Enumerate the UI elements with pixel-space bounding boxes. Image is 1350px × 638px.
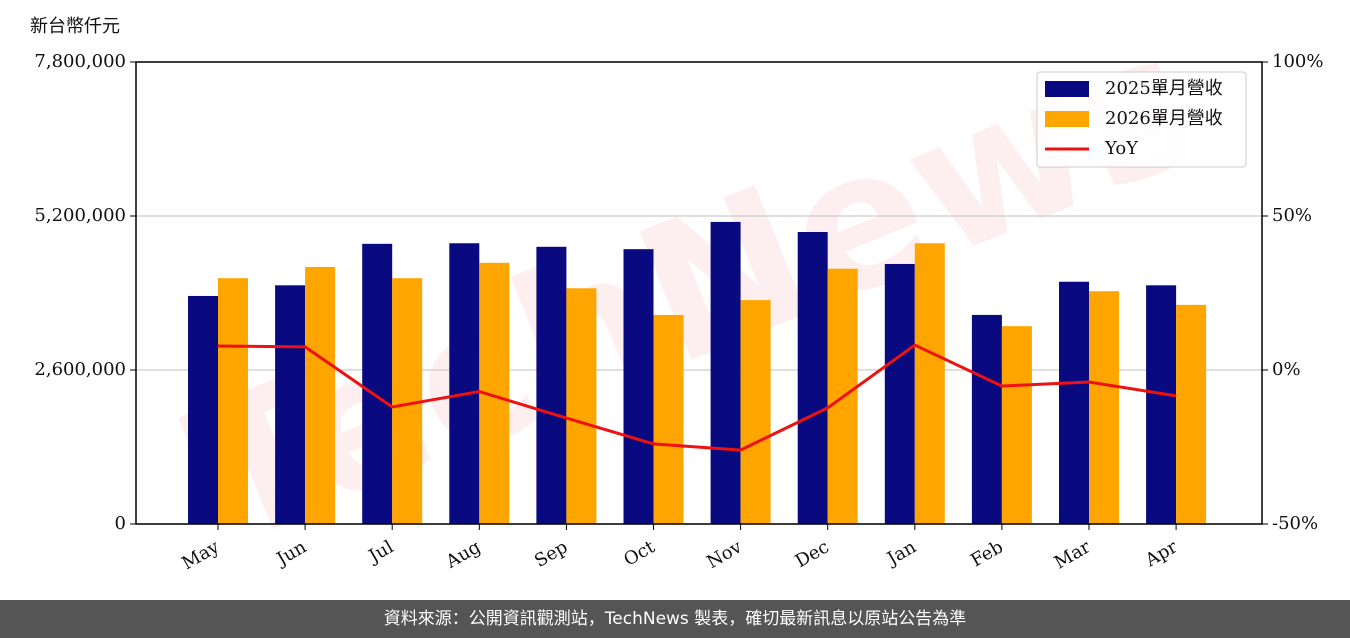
- plot-frame: [135, 61, 1263, 525]
- y2-tick-label: 0%: [1272, 359, 1301, 380]
- bar: [1001, 326, 1032, 524]
- bar: [797, 231, 828, 524]
- footer-bar: [0, 600, 1350, 638]
- bar: [305, 266, 336, 524]
- y2-tick-label: -50%: [1272, 513, 1318, 534]
- bar: [218, 278, 248, 524]
- y-tick-label: 7,800,000: [34, 51, 126, 72]
- x-tick-label: Jan: [882, 536, 920, 570]
- legend-label: 2025單月營收: [1105, 78, 1223, 99]
- legend-swatch: [1045, 111, 1089, 127]
- x-tick-label: May: [178, 536, 223, 574]
- legend-label: 2026單月營收: [1105, 108, 1223, 129]
- bar: [449, 243, 480, 524]
- bar: [1176, 304, 1207, 524]
- y-tick-label: 5,200,000: [34, 205, 126, 226]
- bar: [536, 246, 567, 525]
- bar: [914, 243, 945, 524]
- bar: [971, 314, 1002, 524]
- bar: [884, 263, 915, 524]
- x-tick-label: Oct: [620, 536, 659, 571]
- x-tick-label: Mar: [1051, 536, 1095, 573]
- legend-box: [1036, 71, 1247, 168]
- line: [217, 343, 1177, 452]
- x-tick-label: Jul: [364, 536, 398, 568]
- bar: [740, 300, 771, 524]
- legend-swatch: [1045, 81, 1089, 97]
- bar: [653, 314, 684, 524]
- bar: [566, 288, 597, 524]
- bar: [275, 285, 306, 524]
- x-tick-label: Apr: [1141, 536, 1181, 571]
- bar: [362, 243, 393, 525]
- x-tick-label: Sep: [531, 536, 571, 571]
- x-tick-label: Aug: [442, 536, 485, 573]
- x-tick-label: Feb: [967, 536, 1007, 571]
- y2-tick-label: 100%: [1272, 51, 1323, 72]
- y-axis-label: 新台幣仟元: [30, 16, 120, 37]
- legend-label: YoY: [1104, 138, 1139, 159]
- x-tick-label: Dec: [792, 536, 833, 572]
- bar: [623, 249, 654, 524]
- bar: [710, 221, 741, 524]
- footer-text: 資料來源：公開資訊觀測站，TechNews 製表，確切最新訊息以原站公告為準: [384, 609, 966, 629]
- x-tick-label: Nov: [703, 536, 746, 573]
- bar: [1146, 285, 1177, 524]
- bar: [1059, 281, 1089, 524]
- y-tick-label: 0: [115, 513, 126, 534]
- bar: [1089, 291, 1119, 524]
- bar: [188, 295, 218, 524]
- y2-tick-label: 50%: [1272, 205, 1312, 226]
- y-tick-label: 2,600,000: [34, 359, 126, 380]
